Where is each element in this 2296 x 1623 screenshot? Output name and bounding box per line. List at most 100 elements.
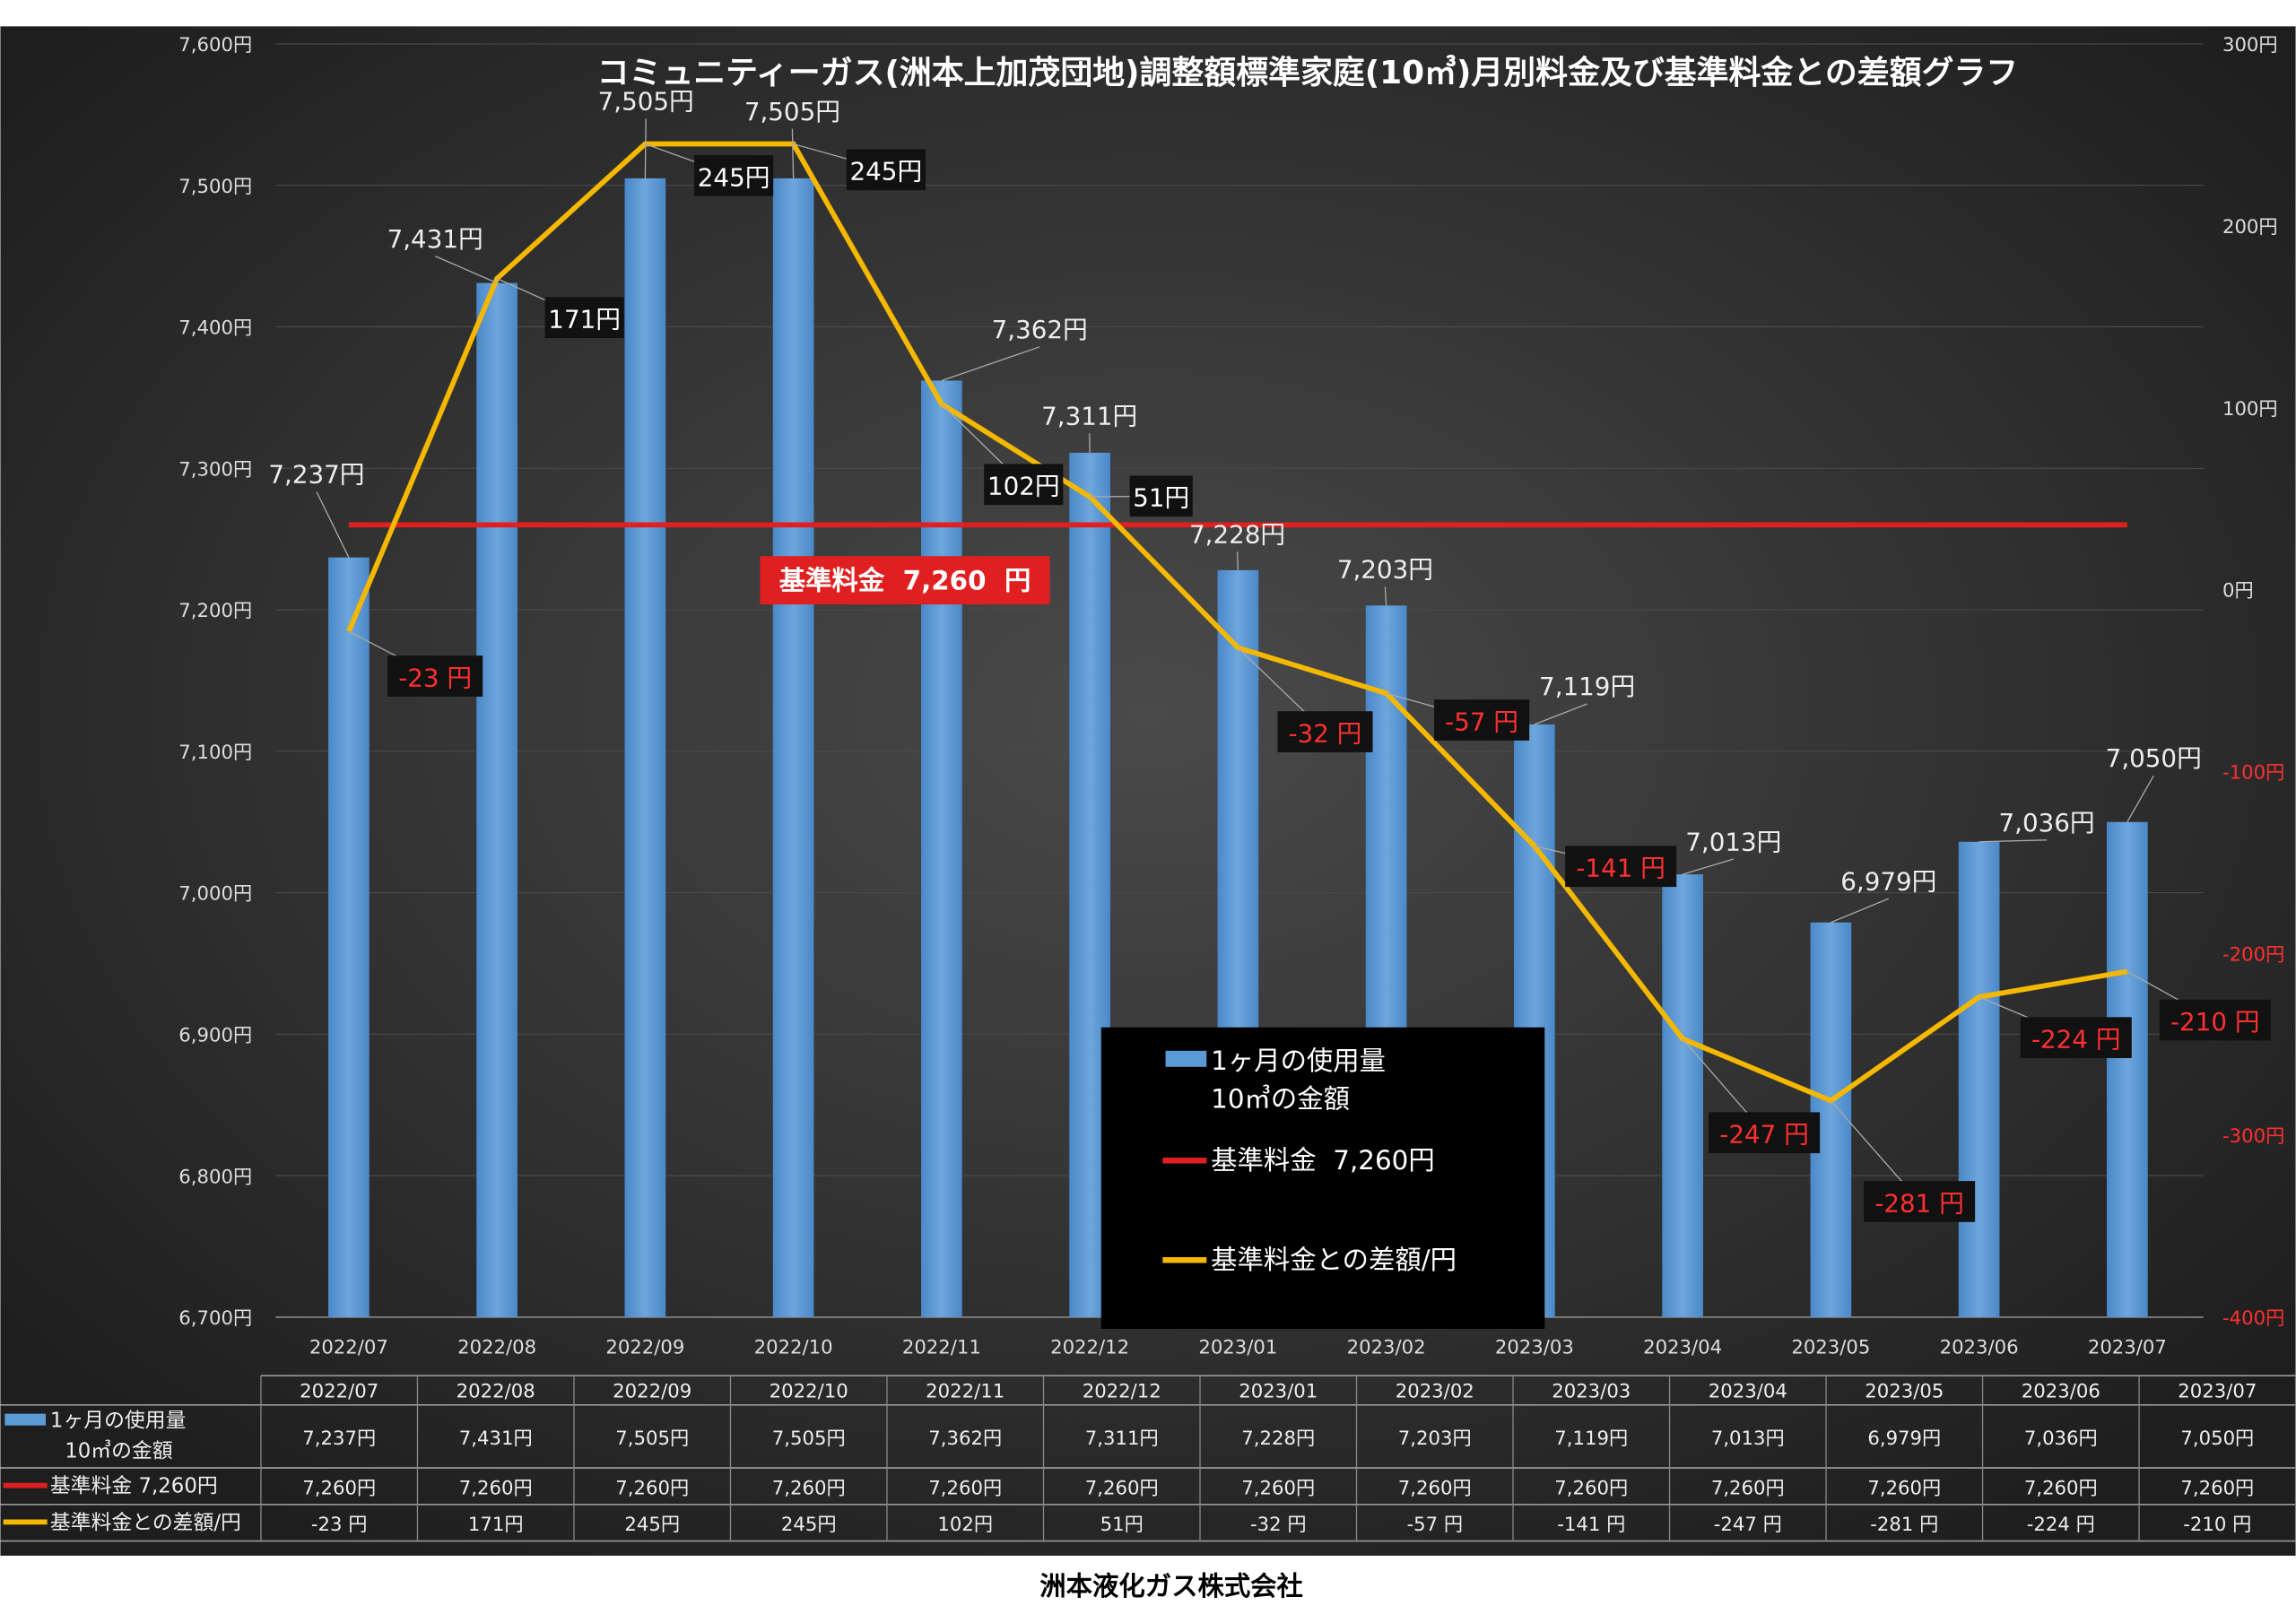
bar-label-leader	[1831, 898, 1890, 924]
diff-label-box	[544, 297, 624, 339]
baseline-annotation: 基準料金 7,260 円	[760, 556, 1050, 605]
left-axis-tick: 7,500円	[178, 176, 252, 198]
table-cell: 7,311円	[1085, 1428, 1159, 1450]
x-axis-tick: 2022/11	[902, 1337, 981, 1359]
table-cell: 7,260円	[1867, 1477, 1941, 1499]
diff-value-label: -23 円	[398, 663, 472, 692]
table-header-cell: 2022/08	[457, 1381, 535, 1403]
table-swatch-bar	[4, 1413, 47, 1426]
right-axis-tick: 0円	[2222, 580, 2254, 603]
x-axis-tick: 2022/12	[1050, 1337, 1129, 1359]
bar-label-leader	[1236, 551, 1239, 570]
diff-label-box	[1709, 1112, 1821, 1154]
bar-value-label: 6,979円	[1840, 866, 1936, 896]
right-axis-tick: -400円	[2222, 1307, 2284, 1330]
left-axis-tick: 7,100円	[178, 742, 252, 764]
left-axis-tick: 6,700円	[178, 1307, 252, 1330]
diff-label-box	[1129, 475, 1193, 517]
bar-label-leader	[1384, 586, 1387, 606]
bar-value-label: 7,505円	[598, 86, 694, 116]
diff-label-box	[2020, 1017, 2132, 1059]
bar-label-leader	[1534, 703, 1587, 725]
x-axis-tick: 2022/10	[754, 1337, 833, 1359]
diff-value-label: -32 円	[1289, 718, 1362, 748]
bar-label-leader	[1682, 858, 1735, 875]
bar	[1958, 841, 2000, 1317]
bar-label-leader	[2126, 775, 2154, 823]
diff-label-box	[387, 655, 483, 697]
data-table: 2022/07 7,237円 7,260円 -23 円 2022/08 7,431円 7,2…	[0, 1375, 2296, 1542]
left-axis-tick: 6,800円	[178, 1166, 252, 1188]
left-axis-tick: 7,300円	[178, 458, 252, 481]
legend-label-diff: 基準料金との差額/円	[1211, 1245, 1457, 1275]
diff-value-label: 245円	[850, 157, 923, 187]
table-cell: 7,119円	[1554, 1428, 1628, 1450]
diff-label-box	[2159, 999, 2271, 1041]
footer-company: 洲本液化ガス株式会社	[1039, 1571, 1303, 1601]
table-cell: 7,013円	[1711, 1428, 1785, 1450]
table-row-header: 基準料金との差額/円	[50, 1512, 241, 1535]
diff-label-box	[1434, 699, 1530, 741]
table-cell: 7,505円	[615, 1428, 689, 1450]
bar	[2107, 821, 2148, 1317]
legend: 1ヶ月の使用量 10㎥の金額 基準料金 7,260円 基準料金との差額/円	[1100, 1027, 1545, 1329]
table-cell: 7,237円	[302, 1428, 376, 1450]
table-cell: 7,260円	[772, 1477, 846, 1499]
diff-value-label: -57 円	[1445, 707, 1518, 736]
diff-value-label: -141 円	[1576, 854, 1665, 883]
x-axis-tick: 2023/04	[1643, 1337, 1722, 1359]
table-header-cell: 2023/05	[1865, 1381, 1944, 1403]
x-axis-tick: 2023/01	[1198, 1337, 1277, 1359]
table-header-cell: 2022/10	[770, 1381, 848, 1403]
table-header-cell: 2023/04	[1709, 1381, 1787, 1403]
x-axis-tick: 2023/07	[2088, 1337, 2167, 1359]
table-header-cell: 2023/06	[2022, 1381, 2100, 1403]
diff-label-box	[984, 464, 1064, 506]
table-cell: 7,260円	[615, 1477, 689, 1499]
chart-title: コミュニティーガス(洲本上加茂団地)調整額標準家庭(10㎥)月別料金及び基準料金…	[597, 54, 2019, 91]
x-axis-tick: 2023/02	[1347, 1337, 1426, 1359]
bar-label-leader	[316, 491, 350, 558]
legend-label-bar-1: 1ヶ月の使用量	[1211, 1046, 1386, 1076]
diff-value-label: 102円	[987, 472, 1060, 501]
bar	[1662, 874, 1703, 1317]
bar-value-label: 7,013円	[1685, 827, 1781, 856]
table-row-header: 10㎥の金額	[65, 1439, 172, 1463]
bar-value-label: 7,505円	[744, 97, 840, 126]
table-cell: 7,431円	[459, 1428, 533, 1450]
table-header-cell: 2022/07	[300, 1381, 378, 1403]
bar-value-label: 7,203円	[1337, 555, 1433, 585]
table-header-cell: 2022/09	[613, 1381, 691, 1403]
bar-value-label: 7,119円	[1539, 672, 1635, 701]
diff-value-label: 171円	[548, 305, 621, 334]
table-cell: 7,260円	[459, 1477, 533, 1499]
legend-swatch-bar	[1165, 1050, 1207, 1067]
bar-label-leader	[791, 128, 795, 178]
legend-label-bar-2: 10㎥の金額	[1211, 1084, 1350, 1115]
x-axis-tick: 2023/03	[1495, 1337, 1574, 1359]
bar	[476, 282, 517, 1317]
baseline-annotation-text: 基準料金 7,260 円	[779, 566, 1031, 596]
table-cell: 171円	[468, 1514, 524, 1536]
table-cell: 7,260円	[2180, 1477, 2254, 1499]
x-axis-tick: 2023/06	[1940, 1337, 2019, 1359]
bar-label-leader	[434, 256, 498, 284]
diff-label-box	[1277, 711, 1373, 752]
table-cell: 7,260円	[1241, 1477, 1315, 1499]
table-cell: 7,260円	[1554, 1477, 1628, 1499]
bar-value-label: 7,431円	[387, 224, 483, 254]
table-cell: 7,036円	[2024, 1428, 2098, 1450]
diff-label-box	[694, 155, 774, 196]
diff-value-label: 245円	[698, 162, 770, 192]
table-header-cell: 2022/12	[1083, 1381, 1161, 1403]
x-axis-tick: 2022/09	[605, 1337, 684, 1359]
table-header-cell: 2023/07	[2178, 1381, 2257, 1403]
table-row-header: 1ヶ月の使用量	[50, 1409, 187, 1432]
bar-value-label: 7,311円	[1041, 401, 1137, 430]
table-cell: 7,260円	[2024, 1477, 2098, 1499]
table-header-cell: 2023/02	[1396, 1381, 1474, 1403]
data-labels: 7,237円 7,431円 7,505円 7,505円 7,362円 7,311円 7,22…	[268, 86, 2271, 1222]
bar-value-label: 7,050円	[2106, 743, 2202, 773]
bar-value-label: 7,036円	[1999, 808, 2095, 838]
bar	[772, 178, 814, 1317]
